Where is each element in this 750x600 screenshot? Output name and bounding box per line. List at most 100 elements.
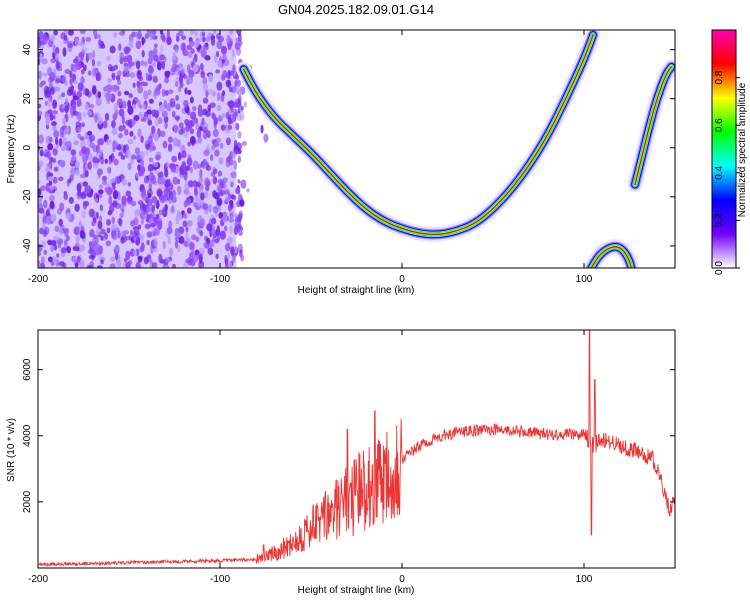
noise-speck xyxy=(159,194,166,204)
noise-speck xyxy=(77,82,84,92)
noise-speck xyxy=(97,172,101,179)
noise-speck xyxy=(117,90,122,97)
noise-speck xyxy=(228,261,233,268)
noise-speck xyxy=(218,211,224,219)
noise-speck xyxy=(118,217,123,227)
noise-speck xyxy=(72,95,79,101)
noise-speck xyxy=(177,185,182,196)
noise-speck xyxy=(189,166,193,174)
snr-y-tick-label: 2000 xyxy=(22,490,33,513)
noise-speck xyxy=(208,203,212,213)
noise-speck xyxy=(132,104,137,109)
noise-speck xyxy=(196,129,202,139)
noise-speck xyxy=(79,173,87,179)
noise-speck xyxy=(187,141,191,147)
noise-speck xyxy=(118,43,122,52)
noise-speck xyxy=(144,223,151,230)
noise-speck xyxy=(137,30,142,40)
noise-speck xyxy=(148,217,154,224)
noise-speck xyxy=(38,70,42,80)
noise-speck xyxy=(239,199,245,207)
noise-speck xyxy=(205,164,212,171)
noise-speck xyxy=(106,99,111,104)
noise-speck xyxy=(172,176,179,185)
noise-speck xyxy=(125,190,132,197)
noise-speck xyxy=(124,129,129,136)
noise-speck xyxy=(70,149,77,156)
noise-speck xyxy=(131,154,137,160)
noise-speck xyxy=(230,194,235,200)
noise-speck xyxy=(52,110,58,115)
noise-speck xyxy=(70,85,75,91)
noise-speck xyxy=(233,108,238,117)
noise-speck xyxy=(187,51,193,59)
noise-speck xyxy=(146,188,153,198)
noise-speck xyxy=(70,167,76,177)
noise-speck xyxy=(173,124,178,130)
noise-speck xyxy=(192,57,198,63)
noise-speck xyxy=(210,217,217,225)
noise-speck xyxy=(65,212,72,220)
noise-speck xyxy=(127,119,133,128)
noise-speck xyxy=(75,235,80,244)
noise-speck xyxy=(214,149,220,157)
snr-frame xyxy=(37,329,676,569)
noise-speck xyxy=(169,247,174,257)
noise-speck xyxy=(139,150,145,160)
noise-speck xyxy=(45,166,51,173)
noise-speck xyxy=(99,204,104,212)
noise-speck xyxy=(146,198,153,207)
noise-speck xyxy=(95,97,102,107)
noise-speck xyxy=(186,207,192,214)
noise-speck xyxy=(53,130,60,138)
noise-speck xyxy=(241,140,247,147)
noise-speck xyxy=(201,121,209,132)
noise-speck xyxy=(49,156,54,163)
noise-speck xyxy=(194,40,199,49)
noise-speck xyxy=(198,176,204,184)
spectrogram-y-tick-label: 40 xyxy=(22,44,33,56)
noise-speck xyxy=(43,249,48,255)
noise-speck xyxy=(95,228,102,236)
noise-speck xyxy=(202,82,208,92)
noise-speck xyxy=(116,85,120,91)
noise-speck xyxy=(107,166,112,174)
noise-speck xyxy=(168,190,174,201)
noise-speck xyxy=(38,188,41,197)
noise-speck xyxy=(227,115,232,125)
noise-speck xyxy=(154,87,161,96)
noise-speck xyxy=(78,51,85,58)
noise-speck xyxy=(43,199,48,209)
noise-speck xyxy=(153,132,159,142)
noise-speck xyxy=(88,241,93,248)
noise-speck xyxy=(54,225,60,233)
noise-speck xyxy=(38,160,44,168)
noise-speck xyxy=(48,39,54,48)
noise-speck xyxy=(233,139,238,149)
noise-speck xyxy=(68,196,74,204)
noise-speck xyxy=(58,261,65,267)
noise-speck xyxy=(171,263,176,268)
noise-speck xyxy=(220,124,227,131)
snr-x-label: Height of straight line (km) xyxy=(298,585,415,596)
noise-speck xyxy=(127,54,133,63)
noise-speck xyxy=(260,124,264,134)
noise-speck xyxy=(47,150,52,159)
noise-speck xyxy=(189,241,195,251)
noise-speck xyxy=(98,184,104,189)
noise-speck xyxy=(200,192,205,201)
noise-speck xyxy=(218,157,224,165)
noise-speck xyxy=(178,63,183,69)
noise-speck xyxy=(234,213,238,220)
noise-speck xyxy=(78,220,83,230)
noise-speck xyxy=(124,90,130,96)
noise-speck xyxy=(52,176,58,184)
noise-speck xyxy=(190,30,195,35)
noise-speck xyxy=(148,73,153,81)
noise-speck xyxy=(72,255,78,264)
noise-speck xyxy=(174,232,181,238)
noise-speck xyxy=(100,259,104,265)
noise-speck xyxy=(104,232,109,240)
noise-speck xyxy=(79,30,86,35)
noise-speck xyxy=(96,60,102,67)
